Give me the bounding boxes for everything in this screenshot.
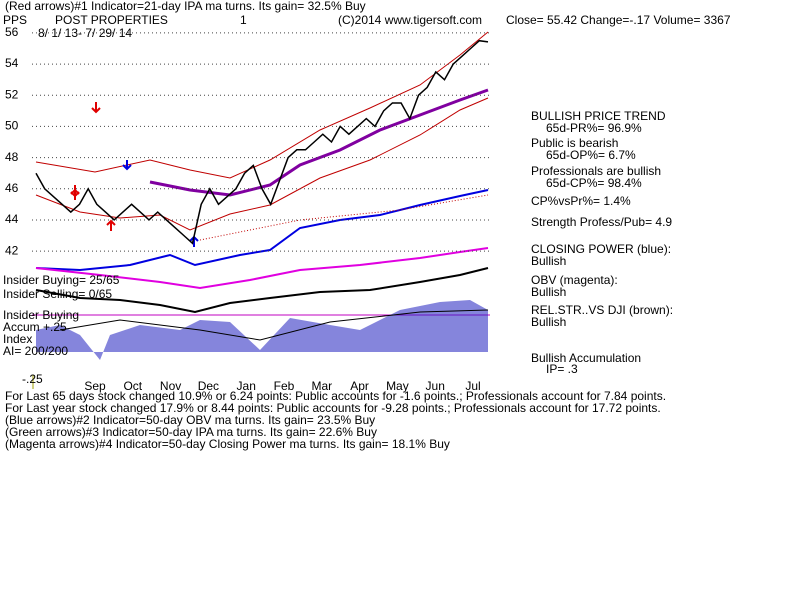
summary-label: REL.STR..VS DJI (brown): xyxy=(531,303,673,317)
footer-line: For Last 65 days stock changed 10.9% or … xyxy=(5,389,666,403)
x-tick-label: Oct xyxy=(123,379,142,393)
y-tick-label: 44 xyxy=(5,212,19,226)
summary-label: Public is bearish xyxy=(531,136,618,150)
summary-label: 65d-OP%= 6.7% xyxy=(546,148,636,162)
summary-label: Bullish xyxy=(531,315,566,329)
y-tick-label: 50 xyxy=(5,119,19,133)
summary-label: Professionals are bullish xyxy=(531,164,661,178)
footer-line: (Magenta arrows)#4 Indicator=50-day Clos… xyxy=(5,437,450,451)
red-arrow xyxy=(91,102,101,114)
summary-label: Bullish xyxy=(531,285,566,299)
obv-line xyxy=(35,247,489,290)
summary-label: Bullish xyxy=(531,254,566,268)
indicator-header: (Red arrows)#1 Indicator=21-day IPA ma t… xyxy=(5,0,366,13)
red-arrow xyxy=(106,219,116,231)
x-tick-label: Apr xyxy=(350,379,369,393)
x-tick-label: Dec xyxy=(198,379,219,393)
y-tick-label: 42 xyxy=(5,243,19,257)
summary-label: BULLISH PRICE TREND xyxy=(531,109,666,123)
summary-label: IP= .3 xyxy=(546,362,578,376)
x-tick-label: Jun xyxy=(426,379,445,393)
summary-label: Strength Profess/Pub= 4.9 xyxy=(531,215,672,229)
x-tick-label: Jan xyxy=(237,379,256,393)
y-tick-label: 56 xyxy=(5,25,19,39)
quote: Close= 55.42 Change=-.17 Volume= 3367 xyxy=(506,13,731,27)
rel-strength xyxy=(35,267,489,314)
x-tick-label: May xyxy=(386,379,409,393)
summary-label: CP%vsPr%= 1.4% xyxy=(531,194,631,208)
x-tick-label: Mar xyxy=(311,379,332,393)
x-tick-label: Sep xyxy=(84,379,106,393)
blue-arrow xyxy=(122,160,132,171)
y-tick-label: 46 xyxy=(5,181,19,195)
insider-label: AI= 200/200 xyxy=(3,344,68,358)
insider-label: -.25 xyxy=(22,372,43,386)
copyright: (C)2014 www.tigersoft.com xyxy=(338,13,482,27)
number: 1 xyxy=(240,13,247,27)
symbol: PPS xyxy=(3,13,27,27)
price-line xyxy=(35,39,489,245)
summary-label: CLOSING POWER (blue): xyxy=(531,242,671,256)
insider-label: Insider Buying xyxy=(3,308,79,322)
x-tick-label: Jul xyxy=(465,379,480,393)
accumulation-histogram xyxy=(36,300,488,360)
closing-power xyxy=(35,189,489,272)
insider-label: Insider Selling= 0/65 xyxy=(3,287,112,301)
summary-label: 65d-PR%= 96.9% xyxy=(546,121,642,135)
footer-line: For Last year stock changed 17.9% or 8.4… xyxy=(5,401,661,415)
lower-band xyxy=(35,97,489,231)
y-tick-label: 48 xyxy=(5,150,19,164)
summary-label: OBV (magenta): xyxy=(531,273,618,287)
insider-label: Index xyxy=(3,332,32,346)
y-tick-label: 52 xyxy=(5,87,19,101)
summary-label: 65d-CP%= 98.4% xyxy=(546,176,642,190)
y-tick-label: 54 xyxy=(5,56,19,70)
accumulation-ma xyxy=(59,309,489,341)
footer-line: (Green arrows)#3 Indicator=50-day IPA ma… xyxy=(5,425,377,439)
insider-label: Accum +.25 xyxy=(3,320,67,334)
date-range: 8/ 1/ 13- 7/ 29/ 14 xyxy=(38,26,132,40)
red-arrow xyxy=(70,188,80,200)
insider-label: Insider Buying= 25/65 xyxy=(3,273,120,287)
summary-label: Bullish Accumulation xyxy=(531,351,641,365)
x-tick-label: Feb xyxy=(274,379,295,393)
company-name: POST PROPERTIES xyxy=(55,13,168,27)
x-tick-label: Nov xyxy=(160,379,181,393)
footer-line: (Blue arrows)#2 Indicator=50-day OBV ma … xyxy=(5,413,375,427)
